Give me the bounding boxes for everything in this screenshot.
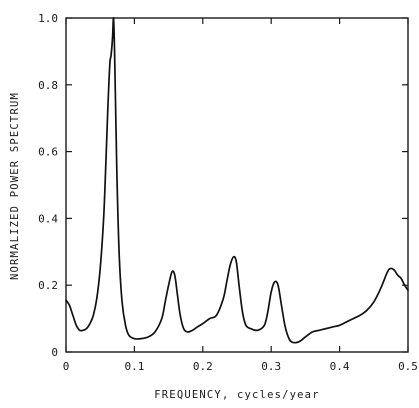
y-tick-label: 0 xyxy=(51,346,58,359)
axes xyxy=(65,17,409,353)
ticks xyxy=(65,17,409,353)
tick-labels: 0 0.1 0.2 0.3 0.4 0.5 0 0.2 0.4 0.6 0.8 1.0 xyxy=(38,12,418,373)
x-tick-label: 0.5 xyxy=(398,360,418,373)
x-tick-label: 0.1 xyxy=(124,360,144,373)
y-axis-title: NORMALIZED POWER SPECTRUM xyxy=(9,92,21,280)
y-tick-label: 1.0 xyxy=(38,12,58,25)
plot-frame xyxy=(65,17,409,353)
y-tick-label: 0.6 xyxy=(38,146,58,159)
x-axis-title: FREQUENCY, cycles/year xyxy=(154,389,319,401)
spectrum-line xyxy=(65,17,409,344)
x-tick-label: 0.4 xyxy=(330,360,350,373)
y-tick-label: 0.8 xyxy=(38,79,58,92)
x-tick-label: 0.3 xyxy=(261,360,281,373)
x-tick-label: 0.2 xyxy=(193,360,213,373)
x-tick-label: 0 xyxy=(63,360,70,373)
series-group xyxy=(65,17,409,344)
y-tick-label: 0.4 xyxy=(38,212,58,225)
y-tick-label: 0.2 xyxy=(38,279,58,292)
